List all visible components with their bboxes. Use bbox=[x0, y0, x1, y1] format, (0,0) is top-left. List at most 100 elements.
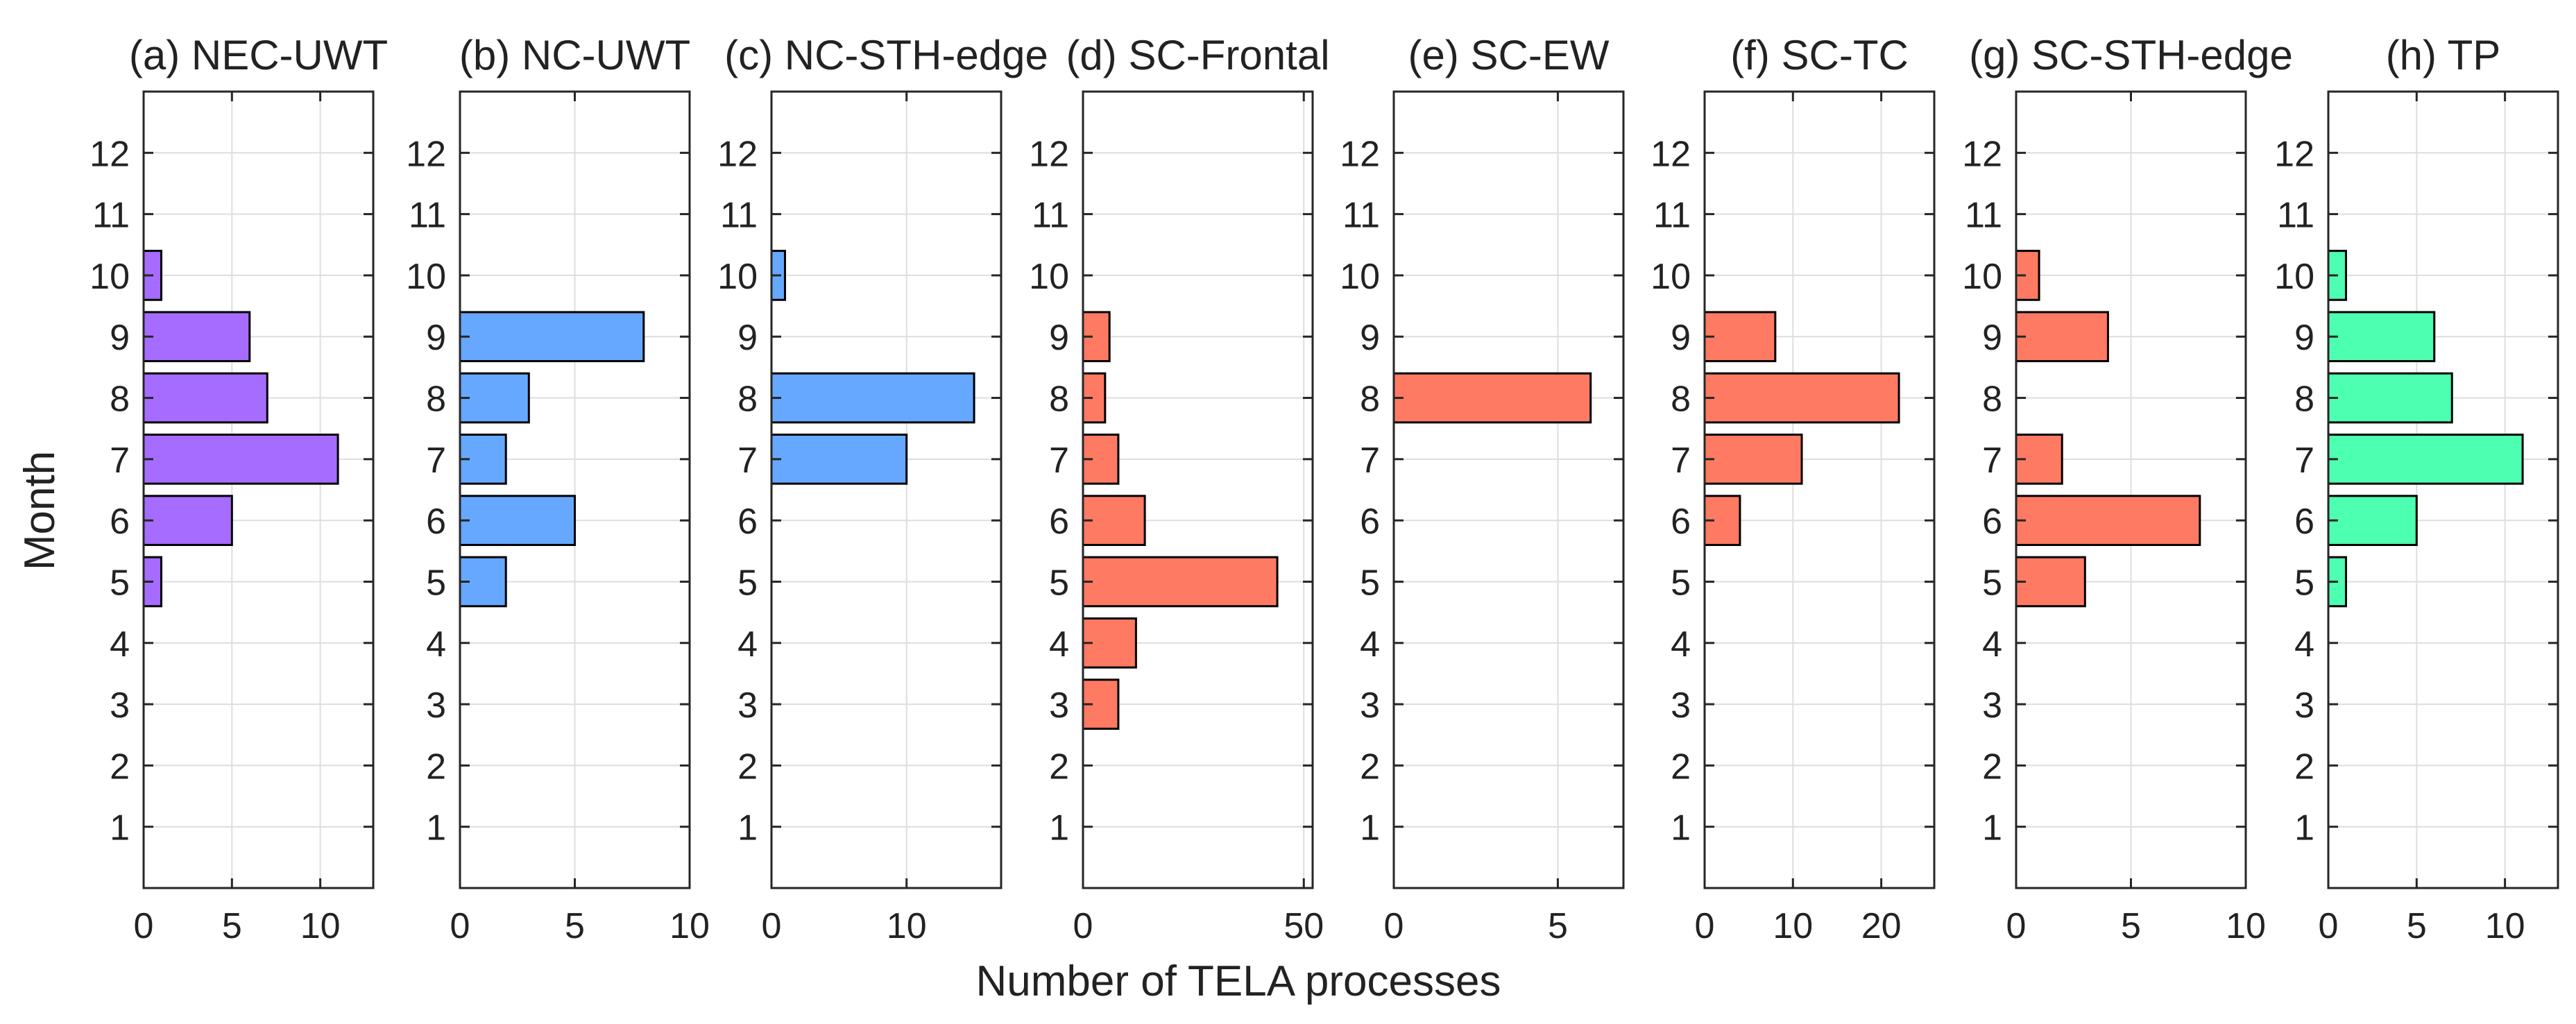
bar-month-8 bbox=[142, 372, 268, 424]
y-tick-label: 9 bbox=[1049, 318, 1069, 358]
axes-frame bbox=[1082, 90, 1314, 889]
y-tick-label: 7 bbox=[737, 441, 758, 481]
y-tick-label: 9 bbox=[110, 318, 130, 358]
y-tick-label: 11 bbox=[720, 196, 758, 236]
y-tick-label: 3 bbox=[110, 685, 130, 726]
bar-month-9 bbox=[459, 311, 645, 363]
x-tick-label: 50 bbox=[1283, 906, 1324, 946]
bar-month-8 bbox=[459, 372, 530, 424]
y-tick-label: 4 bbox=[1671, 624, 1691, 665]
bar-month-8 bbox=[2327, 372, 2453, 424]
y-tick-label: 2 bbox=[1360, 746, 1380, 787]
y-tick-label: 3 bbox=[1982, 685, 2002, 726]
y-tick-label: 11 bbox=[1965, 196, 2002, 236]
y-tick-label: 3 bbox=[2294, 685, 2314, 726]
y-tick-label: 1 bbox=[426, 808, 446, 848]
y-tick-label: 1 bbox=[1982, 808, 2002, 848]
y-tick-label: 4 bbox=[1049, 624, 1069, 665]
bar-month-9 bbox=[2015, 311, 2109, 363]
x-tick-label: 0 bbox=[1695, 906, 1715, 946]
x-tick-label: 0 bbox=[450, 906, 470, 946]
y-tick-label: 8 bbox=[1360, 379, 1380, 420]
y-tick-label: 12 bbox=[1029, 134, 1069, 174]
y-tick-label: 4 bbox=[110, 624, 130, 665]
y-tick-label: 3 bbox=[1360, 685, 1380, 726]
x-tick-label: 5 bbox=[2407, 906, 2427, 946]
y-tick-label: 1 bbox=[1671, 808, 1691, 848]
y-tick-label: 9 bbox=[1360, 318, 1380, 358]
bar-month-6 bbox=[2327, 495, 2418, 546]
y-tick-label: 10 bbox=[1340, 257, 1380, 297]
x-tick-label: 0 bbox=[1384, 906, 1404, 946]
y-tick-label: 1 bbox=[737, 808, 758, 848]
y-tick-label: 5 bbox=[1049, 563, 1069, 603]
y-tick-label: 2 bbox=[737, 746, 758, 787]
bar-month-7 bbox=[770, 434, 908, 485]
bar-month-5 bbox=[1082, 556, 1279, 608]
y-tick-label: 8 bbox=[737, 379, 758, 420]
y-tick-label: 12 bbox=[717, 134, 758, 174]
y-tick-label: 11 bbox=[1342, 196, 1380, 236]
y-tick-label: 12 bbox=[406, 134, 446, 174]
axes-frame bbox=[142, 90, 375, 889]
bar-month-6 bbox=[2015, 495, 2201, 546]
y-tick-label: 8 bbox=[1671, 379, 1691, 420]
y-tick-label: 6 bbox=[110, 502, 130, 542]
axes-frame bbox=[2327, 90, 2559, 889]
y-tick-label: 1 bbox=[110, 808, 130, 848]
y-tick-label: 11 bbox=[2277, 196, 2314, 236]
x-tick-label: 10 bbox=[300, 906, 341, 946]
y-tick-label: 10 bbox=[1962, 257, 2002, 297]
y-tick-label: 3 bbox=[1671, 685, 1691, 726]
axes-frame bbox=[770, 90, 1003, 889]
y-tick-label: 10 bbox=[2274, 257, 2314, 297]
x-tick-label: 5 bbox=[1548, 906, 1568, 946]
x-tick-label: 0 bbox=[2319, 906, 2339, 946]
y-tick-label: 9 bbox=[737, 318, 758, 358]
x-tick-label: 0 bbox=[2006, 906, 2027, 946]
y-tick-label: 5 bbox=[1982, 563, 2002, 603]
bar-month-7 bbox=[1703, 434, 1803, 485]
bar-month-8 bbox=[1392, 372, 1592, 424]
y-tick-label: 1 bbox=[1049, 808, 1069, 848]
x-tick-label: 10 bbox=[2485, 906, 2525, 946]
bar-month-7 bbox=[142, 434, 339, 485]
y-tick-label: 8 bbox=[110, 379, 130, 420]
bar-month-9 bbox=[2327, 311, 2436, 363]
y-tick-label: 6 bbox=[1982, 502, 2002, 542]
y-tick-label: 2 bbox=[1982, 746, 2002, 787]
y-tick-label: 9 bbox=[1671, 318, 1691, 358]
y-tick-label: 12 bbox=[89, 134, 130, 174]
y-tick-label: 9 bbox=[426, 318, 446, 358]
panel-title: (b) NC-UWT bbox=[459, 32, 690, 78]
bar-month-9 bbox=[142, 311, 251, 363]
y-tick-label: 10 bbox=[406, 257, 446, 297]
y-tick-label: 5 bbox=[737, 563, 758, 603]
bar-month-6 bbox=[142, 495, 233, 546]
x-tick-label: 0 bbox=[1073, 906, 1093, 946]
y-tick-label: 4 bbox=[737, 624, 758, 665]
y-tick-label: 12 bbox=[1962, 134, 2002, 174]
y-tick-label: 4 bbox=[1360, 624, 1380, 665]
y-tick-label: 8 bbox=[2294, 379, 2314, 420]
y-tick-label: 12 bbox=[1340, 134, 1380, 174]
y-tick-label: 6 bbox=[426, 502, 446, 542]
y-tick-label: 5 bbox=[1671, 563, 1691, 603]
y-tick-label: 10 bbox=[717, 257, 758, 297]
y-tick-label: 8 bbox=[426, 379, 446, 420]
y-tick-label: 3 bbox=[737, 685, 758, 726]
x-tick-label: 10 bbox=[2226, 906, 2266, 946]
y-tick-label: 3 bbox=[426, 685, 446, 726]
x-tick-label: 5 bbox=[222, 906, 242, 946]
y-tick-label: 2 bbox=[1049, 746, 1069, 787]
y-tick-label: 10 bbox=[89, 257, 130, 297]
